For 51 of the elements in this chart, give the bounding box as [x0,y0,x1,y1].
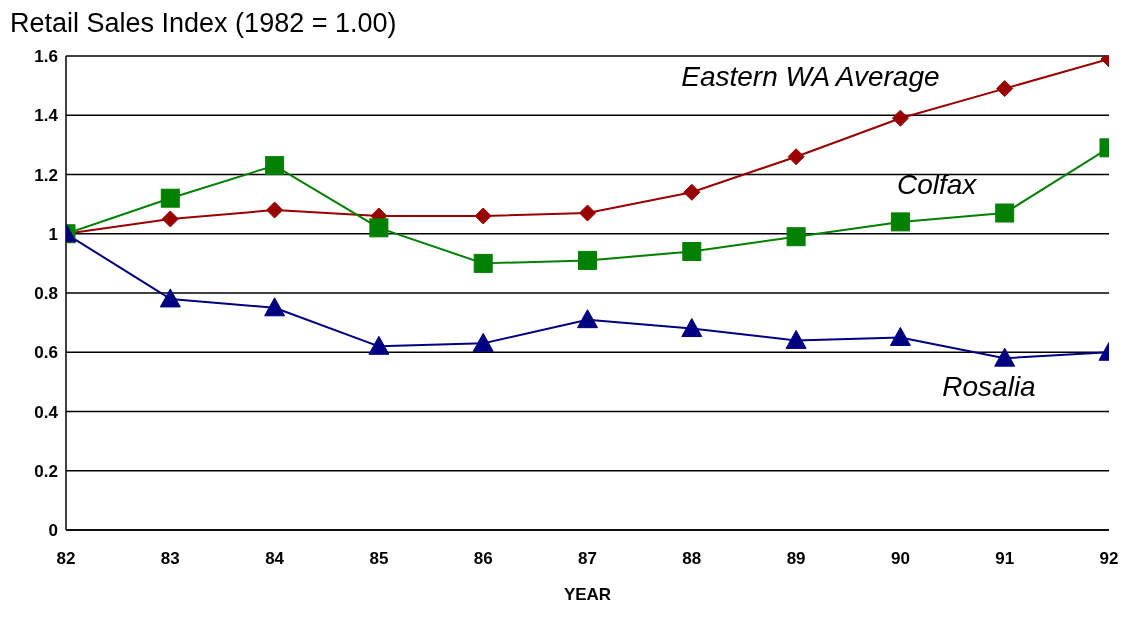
y-tick-label: 0.2 [34,461,58,481]
x-tick-label: 91 [995,549,1015,569]
y-tick-label: 0 [48,521,58,541]
x-tick-label: 82 [56,549,76,569]
y-tick-label: 1.6 [34,47,58,67]
x-tick-label: 87 [578,549,597,569]
y-tick-label: 1.2 [34,165,58,185]
point [787,148,805,166]
point [786,227,806,247]
point [579,204,596,222]
point [265,156,285,176]
x-tick-label: 89 [786,549,806,569]
point [160,188,180,208]
x-tick-label: 92 [1099,549,1119,569]
point [683,183,701,201]
point [472,332,494,352]
point [996,80,1014,98]
x-tick-label: 85 [369,549,389,569]
point [368,335,390,355]
point [681,318,703,338]
x-tick-label: 86 [473,549,493,569]
point [890,212,910,232]
point [994,347,1016,367]
y-tick-label: 0.4 [34,402,59,422]
point [266,201,284,219]
y-tick-label: 1 [48,224,58,244]
x-tick-label: 90 [890,549,910,569]
y-tick-label: 0.8 [34,284,58,304]
series-label: Rosalia [942,370,1036,402]
series-label: Eastern WA Average [681,60,940,92]
x-axis-title: YEAR [563,585,612,604]
point [474,207,492,225]
point [369,218,389,238]
x-tick-label: 83 [160,549,180,569]
point [161,210,179,228]
point [995,203,1015,223]
point [785,329,807,349]
x-tick-label: 84 [265,549,285,569]
point [889,326,911,346]
point [159,288,181,308]
point [891,109,909,127]
point [473,253,493,273]
x-tick-label: 88 [682,549,702,569]
point [577,309,598,329]
y-tick-label: 1.4 [34,106,59,126]
point [682,242,702,262]
point [578,250,597,270]
series-label: Colfax [897,169,978,201]
y-tick-label: 0.6 [34,343,58,363]
point [264,297,286,317]
chart-title: Retail Sales Index (1982 = 1.00) [10,8,398,40]
